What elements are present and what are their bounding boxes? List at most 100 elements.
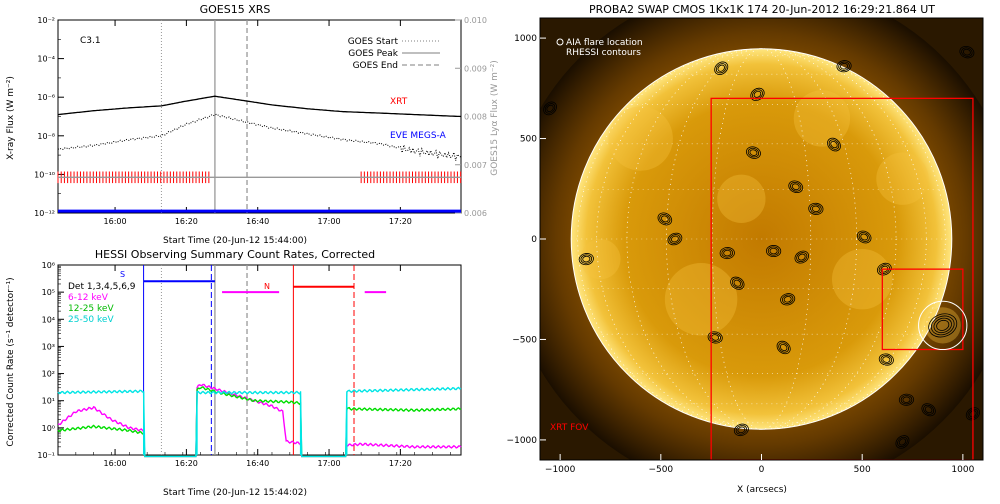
rhessi-contour xyxy=(898,393,915,406)
goes-ytick-label: 10⁻⁴ xyxy=(37,55,55,64)
hessi-ytick-label: 10³ xyxy=(42,342,55,351)
legend-rhessi: RHESSI contours xyxy=(566,48,641,58)
goes-y2tick-label: 0.008 xyxy=(464,113,487,122)
legend-goes-end: GOES End xyxy=(353,61,398,71)
sun-bright-region xyxy=(664,263,738,336)
rhessi-contour xyxy=(667,232,683,246)
rhessi-contour xyxy=(730,276,745,290)
aia-legend-icon xyxy=(556,38,564,46)
rhessi-contour xyxy=(721,248,734,258)
legend-aia: AIA flare location xyxy=(566,38,643,48)
goes-series-long xyxy=(57,95,462,118)
rhessi-contour xyxy=(659,213,671,224)
goes-y2tick-label: 0.009 xyxy=(464,64,487,73)
rhessi-contour xyxy=(811,205,820,213)
hessi-xtick-label: 16:40 xyxy=(246,459,269,468)
swap-xtick-label: 0 xyxy=(759,465,765,475)
xrt-fov-label: XRT FOV xyxy=(550,423,589,433)
eve-label: EVE MEGS-A xyxy=(390,131,447,141)
rhessi-contour xyxy=(733,279,742,287)
sun-bright-region xyxy=(717,174,766,223)
rhessi-contour xyxy=(969,410,977,418)
legend-6-12: 6-12 keV xyxy=(68,293,109,303)
hessi-ytick-label: 10⁻¹ xyxy=(37,451,55,460)
sun-bright-region xyxy=(924,307,961,344)
hessi-xtick-label: 17:00 xyxy=(318,459,341,468)
hessi-ytick-label: 10⁵ xyxy=(42,288,55,297)
rhessi-contour xyxy=(827,137,841,152)
hessi-ylabel: Corrected Count Rate (s⁻¹ detector⁻¹) xyxy=(6,277,16,446)
rhessi-contour xyxy=(544,103,556,114)
rhessi-contour xyxy=(967,408,979,419)
hessi-xlabel: Start Time (20-Jun-12 15:44:02) xyxy=(163,488,307,498)
legend-goes-peak: GOES Peak xyxy=(348,49,398,59)
rhessi-contour xyxy=(810,204,822,214)
goes-xtick-label: 16:40 xyxy=(246,217,269,226)
rhessi-contour xyxy=(959,46,975,59)
rhessi-contour xyxy=(936,319,950,331)
rhessi-contour xyxy=(880,354,893,365)
hessi-xtick-label: 17:20 xyxy=(389,459,412,468)
rhessi-contour xyxy=(858,232,870,242)
rhessi-contour xyxy=(794,250,810,264)
hessi-ytick-label: 10¹ xyxy=(42,397,55,406)
rhessi-contour xyxy=(671,235,679,243)
rhessi-contour xyxy=(830,140,838,149)
hessi-legend: Det 1,3,4,5,6,9 6-12 keV 12-25 keV 25-50… xyxy=(68,282,136,325)
rhessi-contour xyxy=(714,61,729,75)
hessi-ytick-label: 10² xyxy=(42,370,55,379)
rhessi-contour xyxy=(876,262,892,276)
goes-class-label: C3.1 xyxy=(80,36,101,46)
rhessi-contour xyxy=(856,230,872,244)
rhessi-contour xyxy=(765,245,782,258)
swap-ytick-label: 1000 xyxy=(514,34,537,44)
rhessi-contour xyxy=(924,406,933,414)
hessi-ytick-label: 10⁰ xyxy=(42,424,55,433)
sun-lon-grid xyxy=(626,48,897,430)
swap-xtick-label: −1000 xyxy=(545,465,576,475)
legend-det: Det 1,3,4,5,6,9 xyxy=(68,282,136,292)
swap-ytick-label: 500 xyxy=(520,135,537,145)
hessi-series-12-25keV xyxy=(57,385,462,458)
rhessi-contour xyxy=(733,423,749,437)
rhessi-contour xyxy=(797,253,806,261)
swap-image xyxy=(540,18,983,460)
rhessi-contour xyxy=(582,255,591,263)
legend-12-25: 12-25 keV xyxy=(68,304,114,314)
hessi-xtick-label: 16:00 xyxy=(104,459,127,468)
flare-box xyxy=(881,268,964,351)
goes-ytick-label: 10⁻¹² xyxy=(34,209,55,218)
rhessi-contour xyxy=(715,63,727,74)
rhessi-contour xyxy=(788,180,804,194)
goes-y2tick-label: 0.007 xyxy=(464,161,487,170)
swap-panel: PROBA2 SWAP CMOS 1Kx1K 174 20-Jun-2012 1… xyxy=(507,3,984,495)
rhessi-contour xyxy=(731,278,743,289)
hessi-marker-n: N xyxy=(264,282,270,291)
rhessi-contour xyxy=(828,139,840,150)
sun-lon-grid xyxy=(577,48,946,430)
goes-ytick-label: 10⁻⁶ xyxy=(37,93,55,102)
rhessi-contour xyxy=(882,356,891,363)
goes-xtick-label: 16:00 xyxy=(104,217,127,226)
legend-goes-start: GOES Start xyxy=(348,37,399,47)
hessi-frame xyxy=(57,264,462,456)
rhessi-contour xyxy=(878,353,894,366)
rhessi-contour xyxy=(709,332,721,343)
goes-ylabel-right: GOES15 Lyα Flux (W m⁻²) xyxy=(490,60,500,176)
rhessi-contour xyxy=(707,331,723,344)
rhessi-contour xyxy=(898,438,907,446)
goes-ylabel-left: X-ray Flux (W m⁻²) xyxy=(6,76,16,160)
swap-ytick-label: −500 xyxy=(512,335,537,345)
hessi-ytick-label: 10⁶ xyxy=(42,261,55,270)
goes-ytick-label: 10⁻¹⁰ xyxy=(34,170,55,179)
aia-flare-location xyxy=(918,300,968,351)
rhessi-contour xyxy=(578,253,594,266)
rhessi-contour xyxy=(778,342,790,353)
rhessi-contour xyxy=(717,64,725,72)
rhessi-contour xyxy=(902,396,911,403)
rhessi-contour xyxy=(723,249,732,257)
rhessi-contour xyxy=(747,147,760,158)
rhessi-contour xyxy=(878,264,890,274)
